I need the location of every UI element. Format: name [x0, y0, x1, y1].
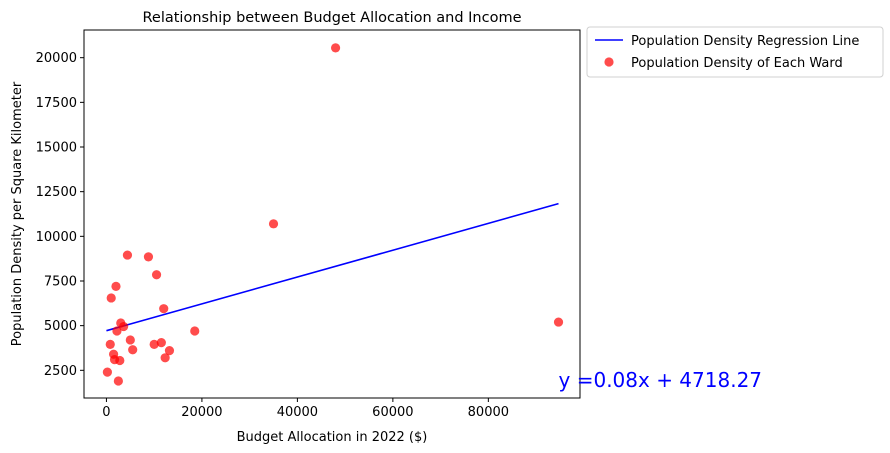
- ward-point: [156, 338, 166, 348]
- legend-label-wards: Population Density of Each Ward: [631, 56, 843, 71]
- ward-point: [105, 339, 115, 350]
- y-tick-label: 7500: [44, 274, 77, 289]
- x-tick-label: 0: [102, 405, 110, 420]
- ward-point: [102, 367, 112, 377]
- x-axis-title: Budget Allocation in 2022 ($): [237, 430, 428, 445]
- regression-equation: y =0.08x + 4718.27: [559, 368, 763, 392]
- series-layer: [102, 43, 564, 386]
- plot-frame: [83, 29, 581, 399]
- ward-point: [111, 281, 121, 291]
- ward-point: [190, 326, 200, 336]
- x-tick-label: 20000: [181, 405, 222, 420]
- y-axis-title: Population Density per Square Kilometer: [10, 81, 25, 346]
- y-tick-label: 17500: [36, 96, 77, 111]
- regression-line: [106, 202, 559, 332]
- ward-point: [553, 317, 564, 327]
- ward-point: [330, 43, 341, 53]
- legend-marker-swatch: [604, 57, 614, 67]
- ward-point: [122, 250, 133, 260]
- x-tick-label: 80000: [468, 405, 509, 420]
- ward-point: [119, 321, 129, 332]
- y-tick-label: 5000: [44, 319, 77, 334]
- ward-point: [113, 376, 123, 386]
- legend-label-regression: Population Density Regression Line: [631, 34, 859, 49]
- x-tick-label: 40000: [277, 405, 318, 420]
- ward-point: [268, 219, 279, 229]
- ward-point: [115, 355, 125, 366]
- legend: Population Density Regression Line Popul…: [586, 26, 884, 78]
- ward-point: [164, 346, 175, 356]
- ward-point: [106, 293, 116, 303]
- x-axis: 0 20000 40000 60000 80000: [102, 398, 509, 420]
- ward-point: [125, 335, 135, 345]
- y-tick-label: 20000: [36, 51, 77, 66]
- y-tick-label: 10000: [36, 230, 77, 245]
- chart-title: Relationship between Budget Allocation a…: [142, 10, 521, 26]
- legend-frame: [586, 26, 884, 78]
- ward-point: [160, 353, 170, 363]
- y-tick-label: 15000: [36, 141, 77, 156]
- ward-point: [159, 304, 169, 314]
- y-tick-label: 12500: [36, 185, 77, 200]
- y-axis: 2500 5000 7500 10000 12500 15000 17500 20000: [36, 51, 84, 379]
- plot-area: [83, 29, 581, 399]
- y-tick-label: 2500: [44, 364, 77, 379]
- x-tick-label: 60000: [372, 405, 413, 420]
- ward-point: [149, 339, 159, 350]
- ward-point: [151, 270, 162, 280]
- ward-point: [128, 345, 138, 355]
- ward-point: [112, 326, 122, 336]
- ward-point: [143, 252, 154, 262]
